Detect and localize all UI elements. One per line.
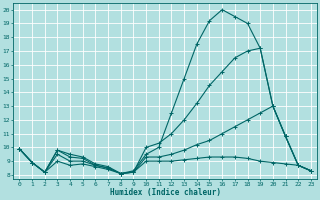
X-axis label: Humidex (Indice chaleur): Humidex (Indice chaleur) [110, 188, 220, 197]
